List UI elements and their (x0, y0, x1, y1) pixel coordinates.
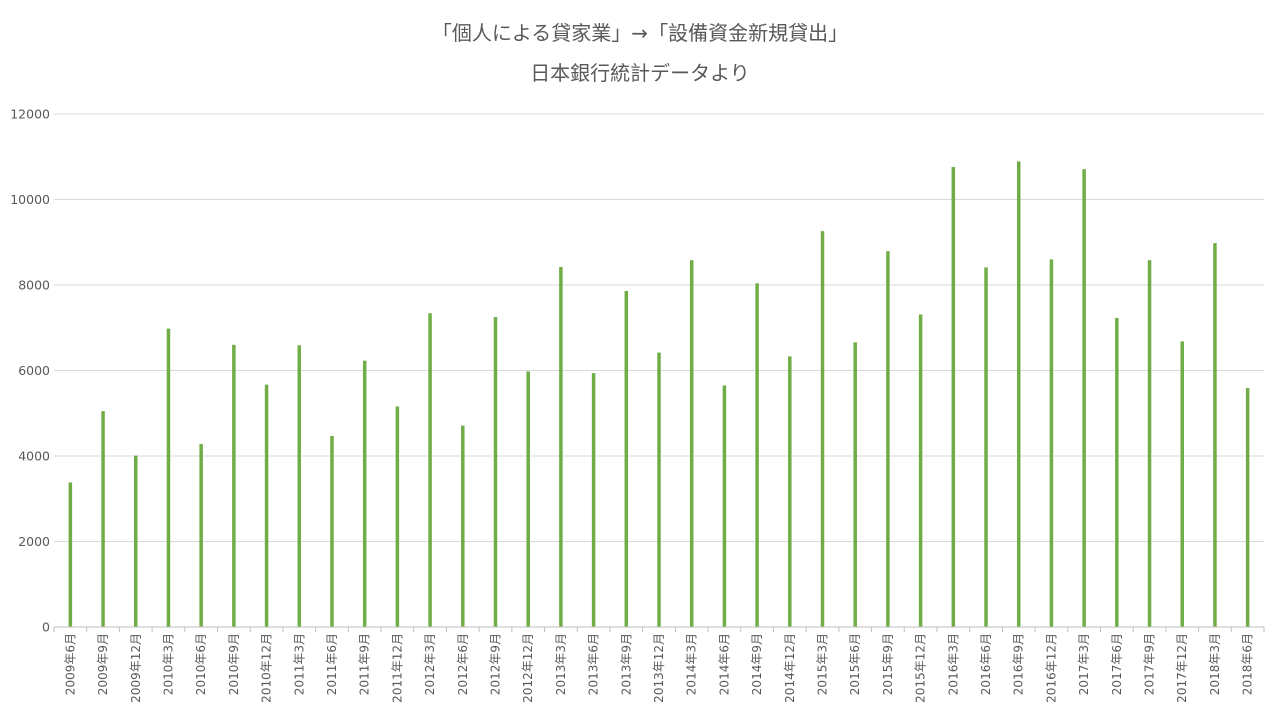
x-tick-label: 2010年9月 (227, 633, 241, 695)
bar (134, 455, 138, 627)
bar (1049, 259, 1054, 627)
bar (68, 482, 73, 627)
y-tick-label: 12000 (10, 107, 50, 122)
x-tick-label: 2016年6月 (979, 633, 993, 695)
x-tick-label: 2015年6月 (848, 633, 862, 695)
x-tick-label: 2013年6月 (587, 633, 601, 695)
x-tick-label: 2010年3月 (161, 633, 175, 695)
x-tick-label: 2010年6月 (194, 633, 208, 695)
bar (624, 290, 629, 627)
bar (232, 344, 236, 627)
chart-subtitle: 日本銀行統計データより (530, 61, 750, 85)
bars (68, 161, 1250, 628)
bar (1245, 388, 1250, 627)
chart-title: 「個人による貸家業」→「設備資金新規貸出」 (431, 21, 849, 45)
x-tick-label: 2009年9月 (96, 633, 110, 695)
bar (820, 231, 825, 627)
x-tick-label: 2012年12月 (521, 633, 535, 703)
x-tick-label: 2011年12月 (390, 633, 404, 703)
y-tick-label: 4000 (18, 449, 50, 464)
bar (362, 360, 367, 627)
x-tick-label: 2014年3月 (685, 633, 699, 695)
x-tick-label: 2011年3月 (292, 633, 306, 695)
x-tick-label: 2017年12月 (1175, 633, 1189, 703)
bar (526, 371, 530, 627)
x-tick-label: 2013年12月 (652, 633, 666, 703)
x-tick-label: 2012年3月 (423, 633, 437, 695)
x-tick-label: 2010年12月 (260, 633, 274, 703)
bar (984, 267, 988, 627)
bar (101, 411, 105, 627)
y-tick-label: 0 (42, 620, 50, 635)
bar (1016, 161, 1021, 627)
x-tick-label: 2017年3月 (1077, 633, 1091, 695)
bar (755, 283, 759, 627)
y-tick-label: 6000 (18, 363, 50, 378)
bar (559, 267, 563, 627)
bar (689, 260, 694, 627)
x-tick-label: 2015年9月 (881, 633, 895, 695)
x-tick-label: 2011年6月 (325, 633, 339, 695)
x-tick-label: 2012年6月 (456, 633, 470, 695)
x-tick-label: 2014年6月 (717, 633, 731, 695)
bar (199, 444, 203, 627)
x-tick-label: 2018年6月 (1241, 633, 1255, 695)
y-tick-label: 8000 (18, 278, 50, 293)
bar (330, 435, 334, 627)
bar (1115, 317, 1119, 627)
bar (1147, 260, 1152, 627)
bar (853, 342, 857, 627)
bar (1082, 169, 1086, 627)
bar (1213, 243, 1217, 628)
bar (788, 356, 792, 627)
bar (428, 313, 432, 627)
x-tick-label: 2012年9月 (488, 633, 502, 695)
x-tick-label: 2013年9月 (619, 633, 633, 695)
x-tick-label: 2011年9月 (358, 633, 372, 695)
bar (166, 328, 171, 627)
y-axis: 0 2000 4000 6000 8000 10000 12000 (10, 107, 50, 635)
y-tick-label: 2000 (18, 534, 50, 549)
bar (886, 251, 890, 628)
bar (951, 167, 956, 627)
y-tick-label: 10000 (10, 192, 50, 207)
x-tick-label: 2013年3月 (554, 633, 568, 695)
x-tick-label: 2016年9月 (1012, 633, 1026, 695)
bar (297, 345, 302, 627)
x-tick-label: 2009年6月 (63, 633, 77, 695)
x-tick-label: 2014年12月 (783, 633, 797, 703)
x-tick-label: 2014年9月 (750, 633, 764, 695)
bar (657, 352, 661, 627)
x-tick-label: 2009年12月 (129, 633, 143, 703)
bar (461, 425, 465, 627)
bar (918, 314, 923, 627)
x-axis: 2009年6月 2009年9月 2009年12月 2010年3月 2010年6月 2010… (53, 626, 1265, 703)
x-tick-label: 2015年12月 (914, 633, 928, 703)
bar (722, 385, 727, 627)
bar (493, 317, 498, 627)
x-tick-label: 2015年3月 (816, 633, 830, 695)
bar (264, 384, 269, 627)
bar (1180, 341, 1184, 627)
x-tick-label: 2016年3月 (946, 633, 960, 695)
x-tick-label: 2016年12月 (1044, 633, 1058, 703)
x-tick-label: 2017年9月 (1143, 633, 1157, 695)
x-tick-label: 2018年3月 (1208, 633, 1222, 695)
bar (395, 406, 400, 627)
x-tick-label: 2017年6月 (1110, 633, 1124, 695)
bar (591, 373, 596, 627)
